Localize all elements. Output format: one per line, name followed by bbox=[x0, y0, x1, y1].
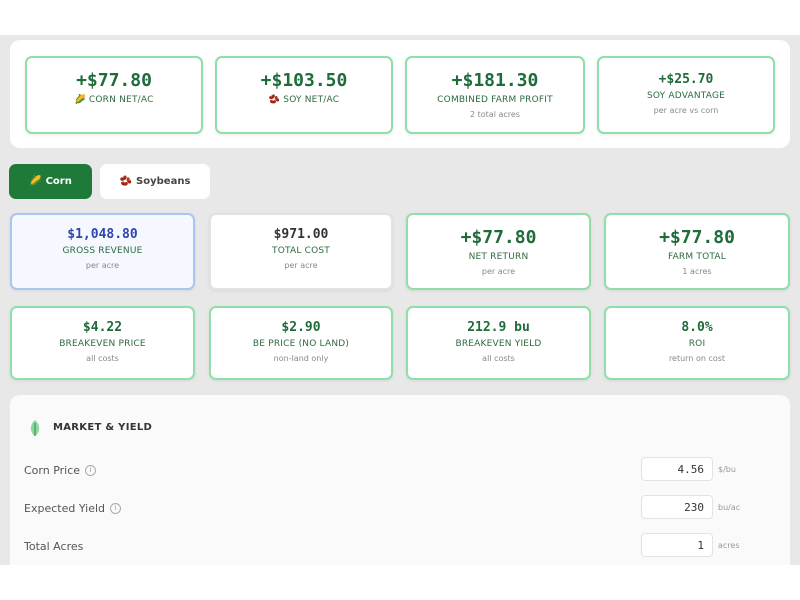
metric-card: 212.9 bu BREAKEVEN YIELD all costs bbox=[406, 306, 591, 380]
tab-label: Corn bbox=[45, 176, 72, 187]
field-unit: acres bbox=[718, 541, 740, 550]
info-icon[interactable]: i bbox=[110, 502, 122, 514]
metric-card: $1,048.80 GROSS REVENUE per acre bbox=[10, 213, 195, 290]
metric-value: $971.00 bbox=[273, 227, 329, 242]
metric-sub: per acre bbox=[284, 261, 318, 270]
summary-sub: per acre vs corn bbox=[653, 106, 719, 115]
summary-label: COMBINED FARM PROFIT bbox=[437, 95, 553, 105]
metric-sub: return on cost bbox=[668, 354, 726, 363]
metric-value: +$77.80 bbox=[659, 227, 735, 248]
label: SOY NET/AC bbox=[283, 95, 340, 105]
metric-label: FARM TOTAL bbox=[668, 252, 726, 262]
field-input[interactable]: 1 bbox=[641, 533, 713, 557]
metric-sub: per acre bbox=[481, 267, 516, 276]
section-icon bbox=[30, 420, 40, 436]
tab-corn[interactable]: 🌽 Corn bbox=[9, 164, 92, 199]
metric-label: BE PRICE (NO LAND) bbox=[252, 339, 350, 349]
icon: 🌽 bbox=[29, 176, 42, 187]
summary-sub: 2 total acres bbox=[470, 110, 520, 119]
metric-sub: per acre bbox=[85, 261, 120, 270]
metric-label: GROSS REVENUE bbox=[62, 246, 143, 256]
metric-value: $1,048.80 bbox=[67, 227, 138, 242]
section-title: MARKET & YIELD bbox=[53, 422, 153, 433]
icon: 🫘 bbox=[119, 176, 133, 187]
metric-card: $2.90 BE PRICE (NO LAND) non-land only bbox=[209, 306, 393, 380]
metric-value: 8.0% bbox=[681, 320, 713, 335]
metric-label: BREAKEVEN PRICE bbox=[59, 339, 146, 349]
summary-label: 🌽 CORN NET/AC bbox=[27, 95, 201, 105]
summary-label: SOY ADVANTAGE bbox=[646, 91, 726, 101]
metric-card: $4.22 BREAKEVEN PRICE all costs bbox=[10, 306, 195, 380]
summary-card: +$181.30 COMBINED FARM PROFIT 2 total ac… bbox=[405, 56, 585, 134]
summary-value: +$77.80 bbox=[76, 70, 152, 91]
tab-soybeans[interactable]: 🫘 Soybeans bbox=[100, 164, 210, 199]
metric-card: $971.00 TOTAL COST per acre bbox=[209, 213, 393, 290]
metric-value: $4.22 bbox=[82, 320, 123, 335]
icon: 🫘 bbox=[268, 95, 281, 105]
field-input[interactable]: 4.56 bbox=[641, 457, 713, 481]
metric-value: $2.90 bbox=[281, 320, 321, 335]
field-unit: $/bu bbox=[718, 465, 736, 474]
field-label: Corn Price bbox=[24, 463, 81, 477]
icon: 🌽 bbox=[74, 95, 86, 105]
field-input[interactable]: 230 bbox=[641, 495, 713, 519]
metric-sub: all costs bbox=[482, 354, 515, 363]
field-unit: bu/ac bbox=[718, 503, 741, 512]
summary-label: 🫘 SOY NET/AC bbox=[217, 95, 391, 105]
metric-card: +$77.80 FARM TOTAL 1 acres bbox=[604, 213, 790, 290]
summary-card: +$77.80 🌽 CORN NET/AC bbox=[25, 56, 203, 134]
field-row: Corn Price i bbox=[24, 458, 774, 482]
metric-sub: non-land only bbox=[273, 354, 329, 363]
summary-value: +$181.30 bbox=[451, 70, 539, 91]
metric-value: +$77.80 bbox=[460, 227, 537, 248]
field-row: Expected Yield i bbox=[24, 496, 774, 520]
summary-value: +$25.70 bbox=[658, 72, 714, 87]
summary-value: +$103.50 bbox=[260, 70, 348, 91]
metric-value: 212.9 bu bbox=[467, 320, 530, 335]
summary-card: +$103.50 🫘 SOY NET/AC bbox=[215, 56, 393, 134]
summary-panel: +$77.80 🌽 CORN NET/AC +$103.50 🫘 SOY NET… bbox=[10, 40, 790, 148]
metric-card: 8.0% ROI return on cost bbox=[604, 306, 790, 380]
metric-label: ROI bbox=[688, 339, 706, 349]
metric-sub: all costs bbox=[86, 354, 119, 363]
field-label: Total Acres bbox=[24, 539, 84, 553]
label: CORN NET/AC bbox=[88, 95, 154, 105]
tab-label: Soybeans bbox=[136, 176, 191, 187]
info-icon[interactable]: i bbox=[85, 464, 97, 476]
metric-card: +$77.80 NET RETURN per acre bbox=[406, 213, 591, 290]
metric-sub: 1 acres bbox=[682, 267, 712, 276]
field-row: Total Acres bbox=[24, 534, 774, 558]
metric-label: BREAKEVEN YIELD bbox=[455, 339, 542, 349]
metric-label: TOTAL COST bbox=[272, 246, 330, 256]
field-label: Expected Yield bbox=[24, 501, 106, 515]
metric-label: NET RETURN bbox=[468, 252, 529, 262]
summary-card: +$25.70 SOY ADVANTAGE per acre vs corn bbox=[597, 56, 775, 134]
